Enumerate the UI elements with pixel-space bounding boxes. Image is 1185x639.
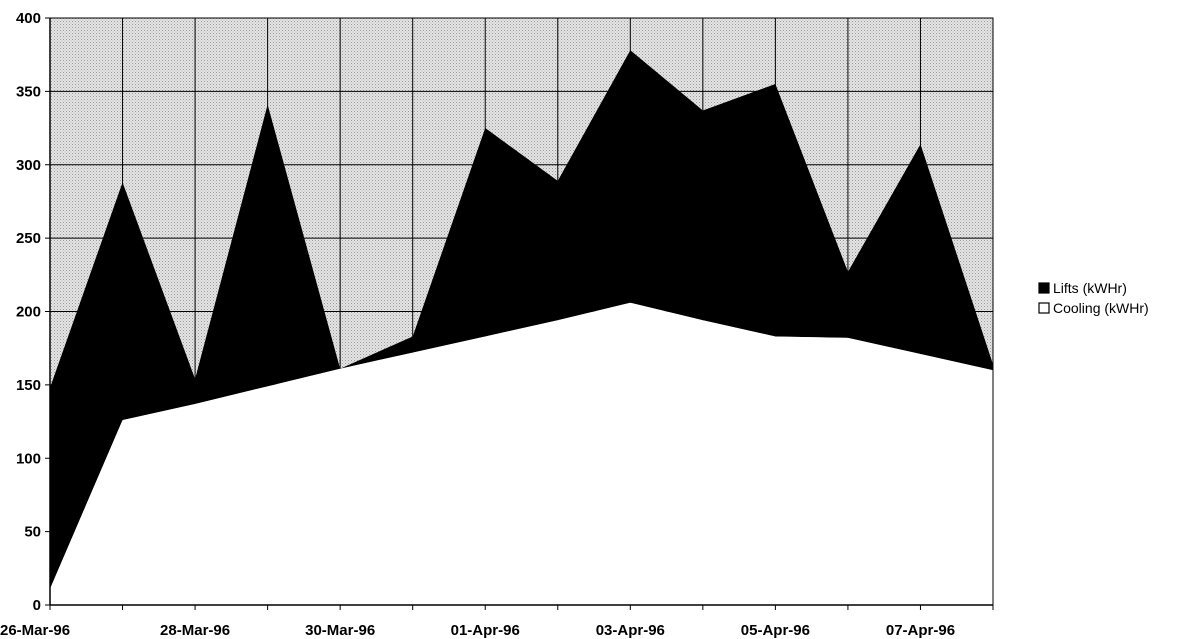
y-tick-label: 200: [16, 304, 41, 321]
x-tick-label: 01-Apr-96: [451, 622, 520, 639]
x-tick-label: 28-Mar-96: [160, 622, 230, 639]
x-tick-label: 03-Apr-96: [596, 622, 665, 639]
y-tick-label: 350: [16, 83, 41, 100]
y-axis-ticks: 0 50 100 150 200 250 300 350 400: [16, 10, 50, 614]
x-axis-ticks: 26-Mar-96 28-Mar-96 30-Mar-96 01-Apr-96 03-A…: [0, 605, 994, 639]
series-area-lifts: [50, 50, 993, 589]
y-tick-label: 50: [24, 524, 41, 541]
legend-swatch: [1038, 282, 1050, 294]
legend: Lifts (kWHr) Cooling (kWHr): [1038, 280, 1149, 316]
x-tick-label: 26-Mar-96: [0, 622, 70, 639]
legend-label: Cooling (kWHr): [1053, 300, 1149, 316]
series-area-cooling: [50, 302, 993, 605]
x-tick-label: 07-Apr-96: [886, 622, 955, 639]
legend-label: Lifts (kWHr): [1053, 280, 1127, 296]
y-tick-label: 150: [16, 377, 41, 394]
x-tick-label: 05-Apr-96: [741, 622, 810, 639]
legend-swatch: [1038, 302, 1050, 314]
area-series: [50, 50, 993, 605]
y-tick-label: 250: [16, 230, 41, 247]
y-tick-label: 100: [16, 450, 41, 467]
y-tick-label: 300: [16, 157, 41, 174]
y-tick-label: 400: [16, 10, 41, 27]
x-tick-label: 30-Mar-96: [305, 622, 375, 639]
y-tick-label: 0: [33, 597, 41, 614]
